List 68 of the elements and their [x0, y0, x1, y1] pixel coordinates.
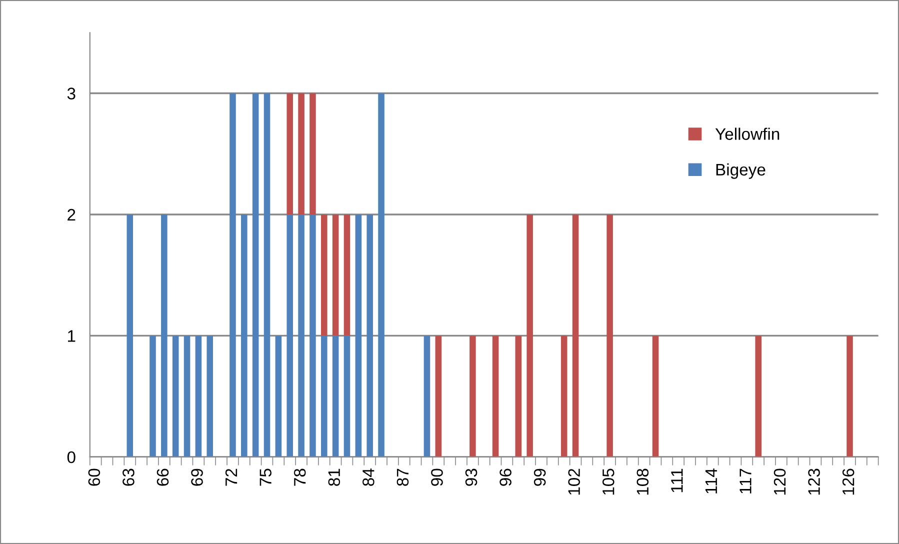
- bar: [321, 336, 328, 457]
- x-tick-label: 114: [705, 468, 717, 494]
- bar: [286, 214, 294, 457]
- bar: [435, 336, 442, 457]
- bar: [252, 93, 259, 457]
- y-tick-label: 1: [68, 330, 76, 342]
- x-tick-label: 105: [602, 468, 614, 495]
- x-tick-label: 63: [122, 468, 134, 486]
- bar: [298, 93, 304, 214]
- bar: [652, 336, 659, 457]
- bar: [230, 93, 236, 457]
- bar: [184, 336, 190, 457]
- x-tick-label: 87: [396, 468, 409, 486]
- bar: [286, 93, 294, 214]
- bar: [606, 214, 613, 457]
- bar: [126, 214, 134, 457]
- bar: [492, 336, 499, 457]
- bar: [424, 336, 430, 457]
- bar: [332, 336, 339, 457]
- legend-label: Yellowfin: [715, 128, 780, 140]
- bar: [560, 336, 568, 457]
- bar: [150, 336, 156, 457]
- bar: [298, 214, 304, 457]
- bar: [344, 336, 350, 457]
- y-tick-label: 3: [67, 88, 76, 100]
- legend-label: Bigeye: [716, 163, 766, 179]
- x-tick-label: 126: [842, 468, 854, 495]
- bar: [264, 93, 270, 457]
- x-tick-label: 90: [431, 468, 443, 486]
- x-tick-label: 99: [534, 468, 546, 486]
- y-tick-label: 2: [68, 208, 76, 221]
- bar: [846, 336, 853, 457]
- x-tick-label: 66: [156, 468, 169, 486]
- bar: [321, 214, 328, 336]
- x-tick-label: 75: [260, 468, 272, 486]
- bar: [572, 214, 579, 457]
- bar: [355, 214, 362, 457]
- bar: [241, 214, 248, 457]
- bar: [275, 336, 282, 457]
- x-tick-label: 117: [740, 468, 752, 494]
- x-tick-label: 108: [636, 468, 649, 495]
- bar: [195, 336, 202, 457]
- x-tick-label: 111: [671, 468, 683, 492]
- x-tick-label: 93: [465, 468, 478, 486]
- bar: [526, 214, 533, 457]
- x-tick-label: 81: [328, 468, 340, 486]
- x-tick-label: 84: [362, 468, 374, 486]
- x-tick-label: 69: [191, 468, 203, 486]
- bar: [172, 336, 179, 457]
- x-tick-label: 102: [568, 468, 580, 495]
- x-tick-label: 78: [294, 468, 306, 486]
- bar: [332, 214, 339, 336]
- x-tick-label: 123: [808, 468, 820, 495]
- bar: [206, 336, 214, 457]
- x-tick-label: 60: [88, 468, 100, 486]
- bar: [161, 214, 168, 457]
- x-tick-label: 120: [774, 468, 786, 495]
- bar: [366, 214, 373, 457]
- bar: [470, 336, 476, 457]
- bar: [378, 93, 384, 457]
- x-tick-label: 72: [225, 468, 238, 486]
- bar: [310, 93, 316, 214]
- bar: [310, 214, 316, 457]
- x-tick-label: 96: [500, 468, 512, 486]
- y-tick-label: 0: [67, 451, 76, 464]
- bar: [515, 336, 522, 457]
- bar: [755, 336, 762, 457]
- bar: [344, 214, 350, 336]
